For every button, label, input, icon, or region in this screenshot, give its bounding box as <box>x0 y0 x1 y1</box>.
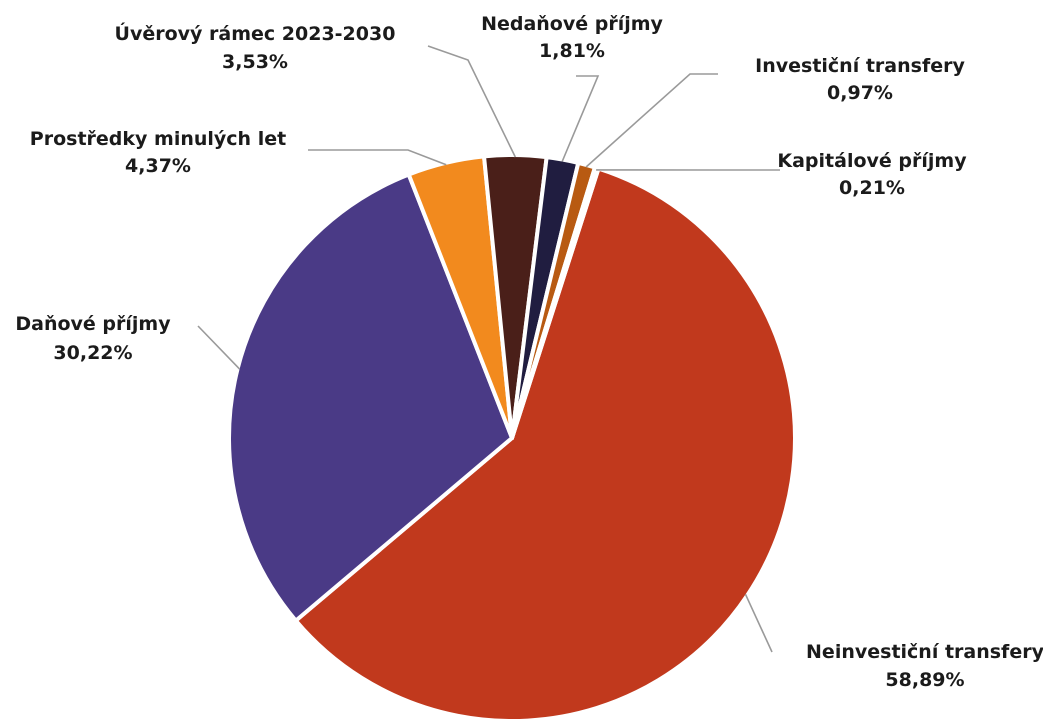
leader-line-2 <box>308 149 447 166</box>
leader-line-0 <box>744 593 773 653</box>
pie-slice-neinvesti-n-transfery <box>293 166 797 723</box>
slices-layer <box>227 153 797 723</box>
slice-label-kapitalove-prijmy: Kapitálové příjmy <box>777 150 967 172</box>
leader-lines-layer <box>197 45 780 653</box>
pie-slice-da-ov-p-jmy <box>227 172 514 623</box>
slice-label-nedanove-prijmy: Nedaňové příjmy <box>481 13 663 35</box>
slice-label-uverovy-ramec: Úvěrový rámec 2023-2030 <box>115 21 396 45</box>
slice-value-nedanove-prijmy: 1,81% <box>539 40 605 62</box>
slice-value-uverovy-ramec: 3,53% <box>222 51 288 73</box>
slice-value-investicni-transfery: 0,97% <box>827 82 893 104</box>
leader-line-3 <box>427 45 517 158</box>
slice-label-neinvesticni-transfery: Neinvestiční transfery <box>806 641 1043 663</box>
leader-line-1 <box>197 325 241 370</box>
slice-label-prostredky-minulych-let: Prostředky minulých let <box>30 128 286 150</box>
slice-label-danove-prijmy: Daňové příjmy <box>15 313 171 335</box>
slice-value-kapitalove-prijmy: 0,21% <box>839 177 905 199</box>
slice-value-danove-prijmy: 30,22% <box>53 342 132 364</box>
slice-label-investicni-transfery: Investiční transfery <box>755 55 965 77</box>
leader-line-4 <box>561 75 600 162</box>
leader-line-5 <box>585 73 718 168</box>
pie-slice-kapit-lov-p-jmy <box>510 165 601 440</box>
slice-value-neinvesticni-transfery: 58,89% <box>885 669 964 691</box>
slice-value-prostredky-minulych-let: 4,37% <box>125 155 191 177</box>
